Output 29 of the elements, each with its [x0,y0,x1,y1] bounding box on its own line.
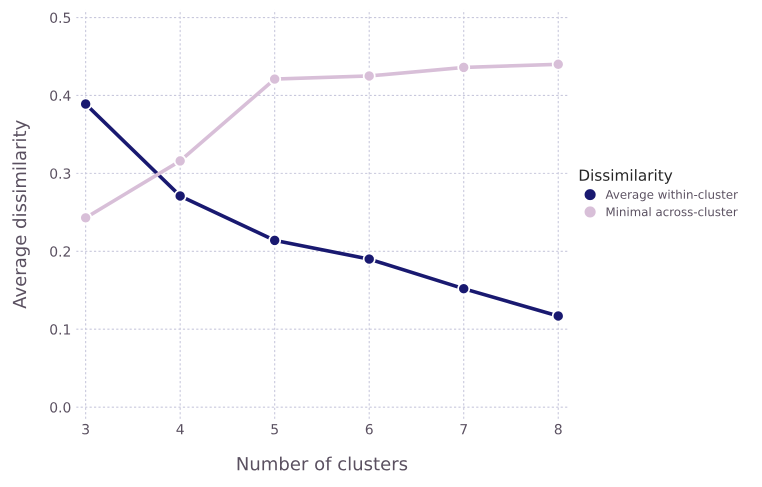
point [268,72,282,86]
point [174,154,187,168]
x-tick-label: 8 [554,424,562,434]
x-tick-label: 7 [460,424,467,434]
point [174,190,187,202]
point [457,282,470,296]
y-tick-label: 0.2 [50,246,70,257]
point [268,234,282,247]
x-tick-label: 3 [82,424,89,434]
y-tick-label: 0.0 [50,402,70,413]
y-tick-label: 0.4 [50,90,71,101]
legend-label: Average within-cluster [606,190,738,202]
y-tick-label: 0.5 [50,12,70,24]
x-tick-label: 5 [271,424,278,434]
point [362,252,376,266]
legend-label: Minimal across-cluster [606,207,738,216]
y-axis-title: Average dissimilarity [12,120,30,309]
point [362,70,376,82]
y-tick-label: 0.1 [50,324,70,335]
legend-title: Dissimilarity [580,169,672,184]
y-tick-label: 0.3 [50,168,70,179]
point [552,58,565,71]
point [552,310,565,322]
x-axis-title: Number of clusters [238,456,408,471]
point [79,98,92,110]
point [79,211,92,224]
x-tick-label: 4 [176,424,184,434]
x-tick-label: 6 [366,424,373,434]
point [457,61,470,74]
